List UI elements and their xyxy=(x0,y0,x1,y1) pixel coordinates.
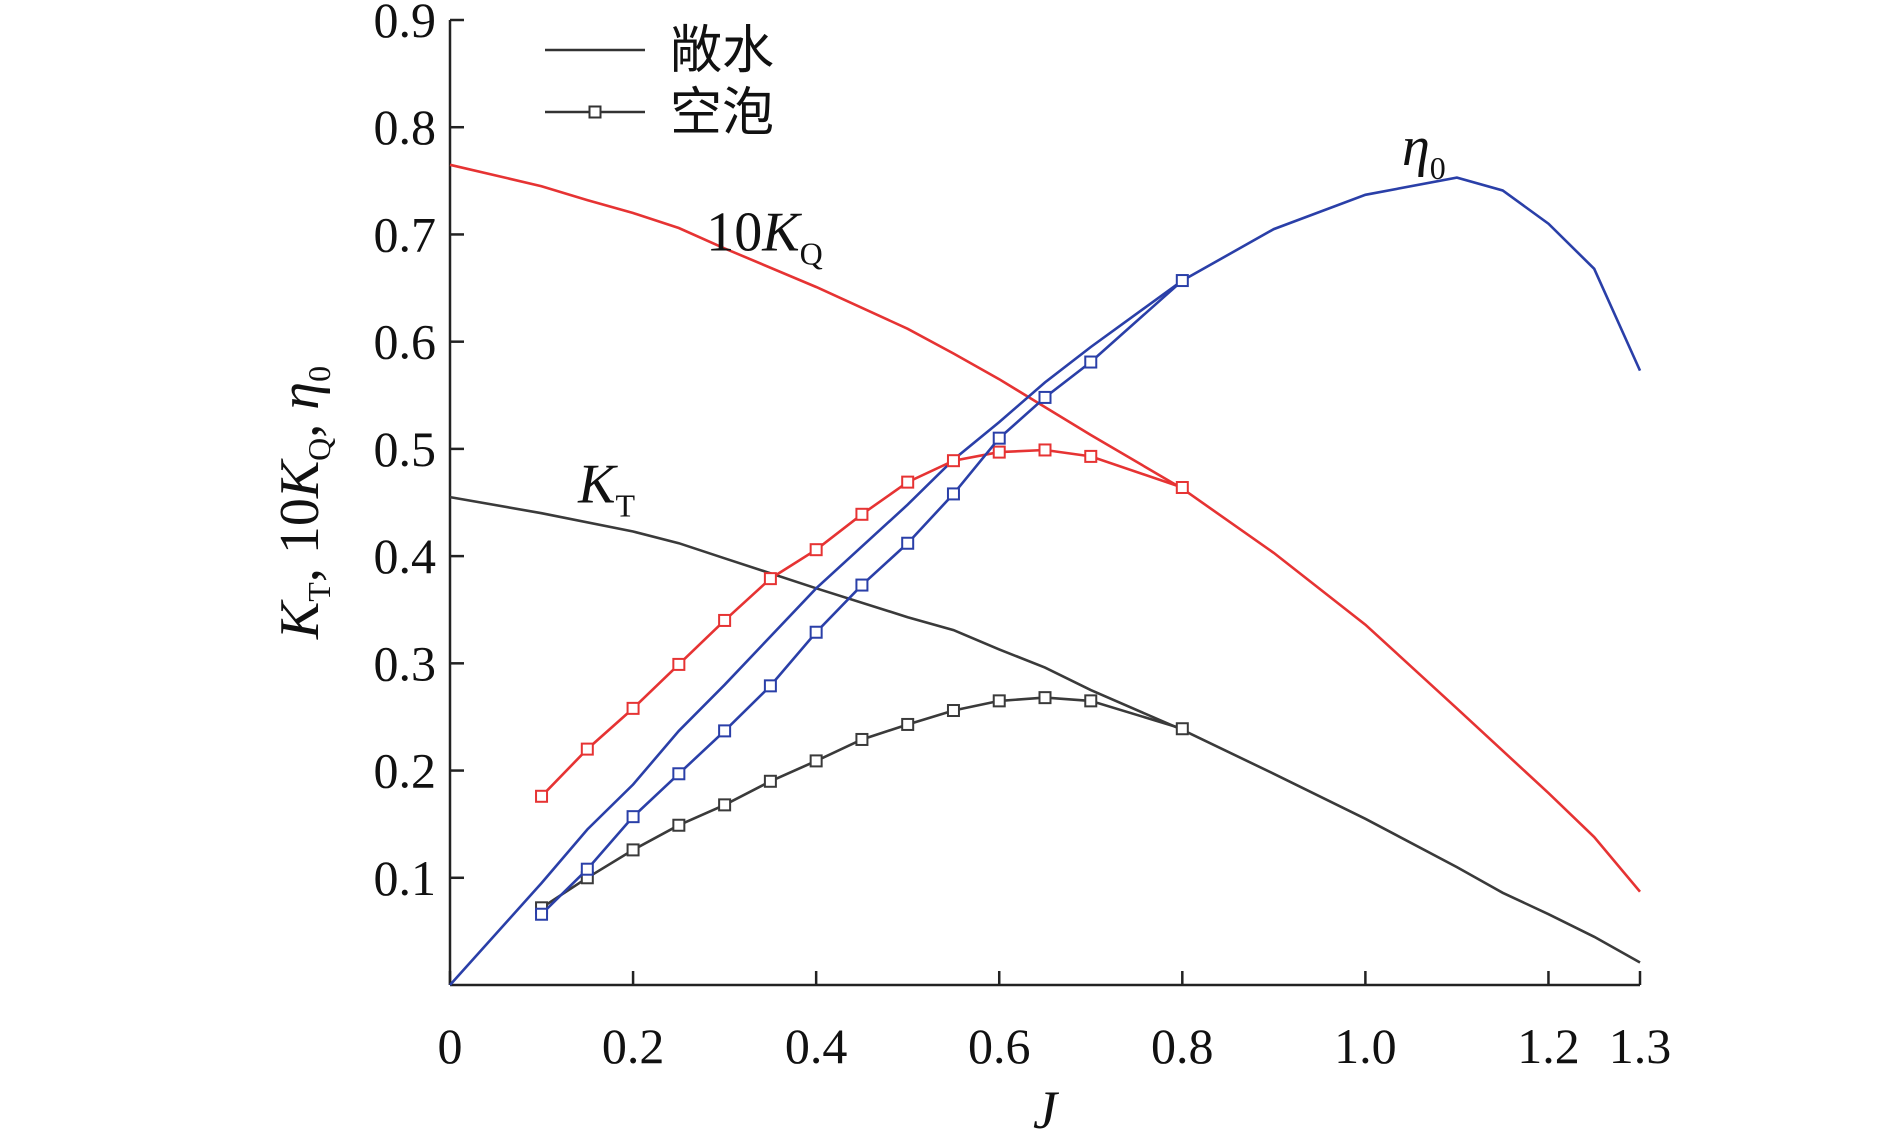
series-line-kq10_cav xyxy=(540,448,1183,798)
y-tick-label: 0.6 xyxy=(374,314,437,370)
y-tick-label: 0.7 xyxy=(374,206,437,262)
curve-label-part: K xyxy=(761,202,802,264)
data-point-eta0_cav xyxy=(1084,355,1098,369)
legend-label: 空泡 xyxy=(670,83,774,143)
data-point-eta0_cav xyxy=(718,724,732,738)
y-axis-title-part: K xyxy=(269,599,331,640)
curve-label-part: T xyxy=(616,488,636,524)
curve-label-part: η xyxy=(1402,116,1430,178)
data-point-kt_cav xyxy=(1038,691,1052,705)
y-axis-title-part: , 10 xyxy=(269,498,331,582)
data-point-kt_cav xyxy=(901,717,915,731)
data-point-eta0_cav xyxy=(946,487,960,501)
y-tick-label: 0.4 xyxy=(374,528,437,584)
curve-label-part: K xyxy=(577,454,618,516)
series-layer xyxy=(449,163,1642,986)
data-point-kt_cav xyxy=(1175,722,1189,736)
data-point-kq10_cav xyxy=(1038,443,1052,457)
y-axis-title-part: 0 xyxy=(301,366,337,382)
y-axis-title-part: Q xyxy=(301,438,337,461)
y-tick-label: 0.3 xyxy=(374,635,437,691)
data-point-eta0_cav xyxy=(672,767,686,781)
data-point-eta0_cav xyxy=(580,862,594,876)
x-tick-label: 0 xyxy=(438,1018,463,1074)
data-point-eta0_cav xyxy=(992,431,1006,445)
x-tick-label: 1.2 xyxy=(1517,1018,1580,1074)
data-point-kq10_cav xyxy=(672,657,686,671)
y-tick-label: 0.5 xyxy=(374,421,437,477)
data-point-kq10_cav xyxy=(855,507,869,521)
data-point-kq10_cav xyxy=(809,543,823,557)
data-point-eta0_cav xyxy=(535,907,549,921)
data-point-kt_cav xyxy=(718,798,732,812)
data-point-kq10_cav xyxy=(1175,480,1189,494)
legend-marker xyxy=(588,105,602,119)
curve-label-kt: KT xyxy=(577,454,635,524)
y-tick-label: 0.1 xyxy=(374,850,437,906)
data-point-eta0_cav xyxy=(1175,274,1189,288)
x-tick-label: 1.3 xyxy=(1609,1018,1672,1074)
x-tick-label: 0.6 xyxy=(968,1018,1031,1074)
data-point-eta0_cav xyxy=(763,679,777,693)
curve-label-part: 0 xyxy=(1430,150,1446,186)
data-point-kt_cav xyxy=(763,774,777,788)
series-line-eta0_open xyxy=(449,176,1642,986)
data-point-kt_cav xyxy=(626,843,640,857)
data-point-kq10_cav xyxy=(535,789,549,803)
data-point-kq10_cav xyxy=(1084,449,1098,463)
data-point-kq10_cav xyxy=(901,475,915,489)
data-point-kq10_cav xyxy=(626,701,640,715)
y-tick-label: 0.2 xyxy=(374,743,437,799)
series-line-kt_cav xyxy=(540,696,1183,909)
y-axis-title-part: T xyxy=(301,582,337,602)
x-tick-label: 1.0 xyxy=(1334,1018,1397,1074)
y-tick-label: 0.9 xyxy=(374,0,437,48)
data-point-kt_cav xyxy=(946,704,960,718)
y-axis-title-part: , xyxy=(269,410,331,438)
x-tick-label: 0.2 xyxy=(602,1018,665,1074)
data-point-eta0_cav xyxy=(1038,390,1052,404)
x-tick-label: 0.4 xyxy=(785,1018,848,1074)
y-axis-title-part: K xyxy=(269,458,331,499)
curve-label-part: Q xyxy=(800,236,823,272)
axes: 0 0.2 0.4 0.6 0.8 1.0 1.2 1.3 0.1 0.2 0.3 0.4 0.5 0.6… xyxy=(269,0,1671,1140)
data-point-kq10_cav xyxy=(718,613,732,627)
data-point-kq10_cav xyxy=(946,454,960,468)
data-point-kq10_cav xyxy=(992,445,1006,459)
data-point-eta0_cav xyxy=(626,810,640,824)
y-axis-title-part: η xyxy=(269,382,331,410)
data-point-eta0_cav xyxy=(855,578,869,592)
x-tick-label: 0.8 xyxy=(1151,1018,1214,1074)
series-line-kt_open xyxy=(449,495,1641,964)
data-point-kt_cav xyxy=(992,694,1006,708)
curve-label-eta0: η0 xyxy=(1402,116,1446,186)
legend-label: 敞水 xyxy=(670,21,774,81)
data-point-kt_cav xyxy=(672,818,686,832)
curve-label-kq: 10KQ xyxy=(706,202,822,272)
x-axis-title: J xyxy=(1033,1080,1060,1140)
data-point-kt_cav xyxy=(809,754,823,768)
data-point-kt_cav xyxy=(1084,694,1098,708)
curve-label-part: 10 xyxy=(706,202,762,264)
series-line-kq10_open xyxy=(449,163,1641,893)
data-point-eta0_cav xyxy=(901,536,915,550)
data-point-kt_cav xyxy=(855,732,869,746)
data-point-kq10_cav xyxy=(580,742,594,756)
series-line-eta0_cav xyxy=(540,279,1184,916)
y-axis-title: KT, 10KQ, η0 xyxy=(269,366,337,640)
y-tick-label: 0.8 xyxy=(374,99,437,155)
data-point-eta0_cav xyxy=(809,625,823,639)
data-point-kq10_cav xyxy=(763,572,777,586)
